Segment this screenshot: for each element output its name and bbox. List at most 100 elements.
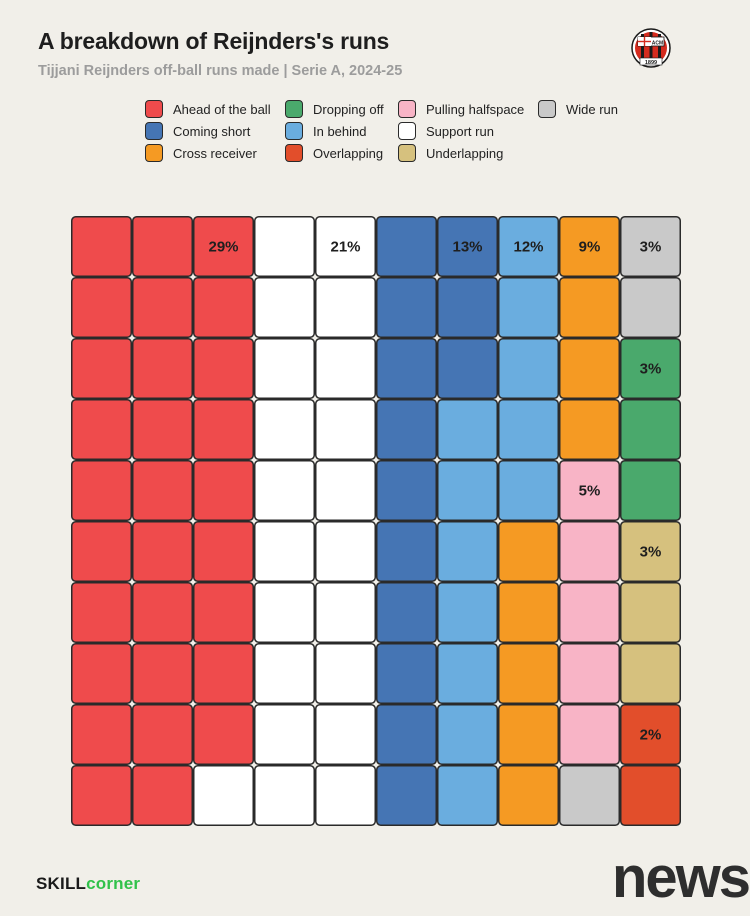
waffle-cell-ahead-of-the-ball bbox=[71, 338, 132, 399]
waffle-cell-coming-short bbox=[376, 216, 437, 277]
waffle-cell-coming-short bbox=[376, 521, 437, 582]
waffle-cell-support-run bbox=[254, 765, 315, 826]
waffle-cell-support-run bbox=[254, 399, 315, 460]
waffle-cell-wide-run bbox=[620, 216, 681, 277]
waffle-cell-cross-receiver bbox=[498, 521, 559, 582]
waffle-cell-support-run bbox=[254, 582, 315, 643]
waffle-cell-support-run bbox=[193, 765, 254, 826]
waffle-cell-underlapping bbox=[620, 521, 681, 582]
data-label-in-behind: 12% bbox=[513, 239, 543, 256]
waffle-cell-ahead-of-the-ball bbox=[193, 704, 254, 765]
waffle-cell-ahead-of-the-ball bbox=[132, 338, 193, 399]
waffle-cell-ahead-of-the-ball bbox=[71, 704, 132, 765]
crest-text-bottom: 1899 bbox=[645, 60, 657, 66]
data-label-coming-short: 13% bbox=[452, 239, 482, 256]
waffle-cell-pulling-halfspace bbox=[559, 704, 620, 765]
club-crest-icon: ACM 1899 bbox=[631, 28, 671, 68]
waffle-cell-ahead-of-the-ball bbox=[71, 399, 132, 460]
waffle-cell-cross-receiver bbox=[559, 216, 620, 277]
waffle-cell-in-behind bbox=[437, 765, 498, 826]
waffle-cell-ahead-of-the-ball bbox=[193, 582, 254, 643]
waffle-cell-ahead-of-the-ball bbox=[132, 582, 193, 643]
waffle-cell-coming-short bbox=[437, 338, 498, 399]
waffle-cell-ahead-of-the-ball bbox=[71, 521, 132, 582]
waffle-cell-in-behind bbox=[437, 582, 498, 643]
waffle-cell-coming-short bbox=[376, 765, 437, 826]
waffle-cell-coming-short bbox=[376, 582, 437, 643]
waffle-cell-underlapping bbox=[620, 643, 681, 704]
data-label-cross-receiver: 9% bbox=[579, 239, 601, 256]
waffle-cell-pulling-halfspace bbox=[559, 643, 620, 704]
waffle-cell-support-run bbox=[254, 338, 315, 399]
waffle-cell-overlapping bbox=[620, 704, 681, 765]
waffle-cell-underlapping bbox=[620, 582, 681, 643]
waffle-cell-in-behind bbox=[498, 216, 559, 277]
waffle-cell-support-run bbox=[254, 277, 315, 338]
waffle-cell-support-run bbox=[254, 521, 315, 582]
waffle-cell-cross-receiver bbox=[498, 582, 559, 643]
waffle-cell-pulling-halfspace bbox=[559, 460, 620, 521]
waffle-cell-in-behind bbox=[498, 460, 559, 521]
waffle-cell-support-run bbox=[315, 338, 376, 399]
waffle-cell-coming-short bbox=[376, 704, 437, 765]
waffle-cell-dropping-off bbox=[620, 399, 681, 460]
waffle-cell-coming-short bbox=[376, 399, 437, 460]
waffle-cell-support-run bbox=[254, 643, 315, 704]
waffle-cell-support-run bbox=[254, 460, 315, 521]
waffle-cell-ahead-of-the-ball bbox=[132, 765, 193, 826]
data-label-dropping-off: 3% bbox=[640, 361, 662, 378]
brand-part-corner: corner bbox=[86, 874, 141, 893]
waffle-cell-support-run bbox=[315, 521, 376, 582]
waffle-cell-support-run bbox=[315, 765, 376, 826]
waffle-cell-ahead-of-the-ball bbox=[193, 521, 254, 582]
waffle-cell-ahead-of-the-ball bbox=[193, 643, 254, 704]
waffle-cell-cross-receiver bbox=[498, 765, 559, 826]
waffle-cell-in-behind bbox=[437, 521, 498, 582]
waffle-cell-ahead-of-the-ball bbox=[193, 277, 254, 338]
waffle-cell-in-behind bbox=[437, 399, 498, 460]
data-label-wide-run: 3% bbox=[640, 239, 662, 256]
waffle-cell-coming-short bbox=[376, 643, 437, 704]
waffle-cell-coming-short bbox=[376, 338, 437, 399]
waffle-cell-ahead-of-the-ball bbox=[71, 277, 132, 338]
waffle-cell-support-run bbox=[254, 216, 315, 277]
waffle-cell-support-run bbox=[315, 582, 376, 643]
waffle-cell-ahead-of-the-ball bbox=[71, 460, 132, 521]
waffle-cell-ahead-of-the-ball bbox=[193, 399, 254, 460]
crest-text-top: ACM bbox=[652, 41, 663, 47]
waffle-cell-in-behind bbox=[498, 399, 559, 460]
waffle-cell-ahead-of-the-ball bbox=[132, 277, 193, 338]
data-label-overlapping: 2% bbox=[640, 727, 662, 744]
waffle-cell-support-run bbox=[315, 277, 376, 338]
waffle-cell-cross-receiver bbox=[559, 277, 620, 338]
waffle-cell-cross-receiver bbox=[559, 338, 620, 399]
waffle-cell-in-behind bbox=[437, 460, 498, 521]
waffle-cell-ahead-of-the-ball bbox=[132, 399, 193, 460]
waffle-cell-ahead-of-the-ball bbox=[132, 460, 193, 521]
waffle-cell-cross-receiver bbox=[559, 399, 620, 460]
news-watermark: news bbox=[612, 845, 750, 910]
waffle-cell-in-behind bbox=[498, 338, 559, 399]
waffle-cell-ahead-of-the-ball bbox=[193, 460, 254, 521]
waffle-cell-ahead-of-the-ball bbox=[132, 643, 193, 704]
chart-title: A breakdown of Reijnders's runs bbox=[38, 28, 390, 54]
skillcorner-logo: SKILLcorner bbox=[36, 874, 140, 894]
waffle-cell-dropping-off bbox=[620, 338, 681, 399]
waffle-cell-ahead-of-the-ball bbox=[193, 338, 254, 399]
waffle-cell-support-run bbox=[315, 216, 376, 277]
waffle-cell-support-run bbox=[315, 460, 376, 521]
waffle-cell-in-behind bbox=[437, 643, 498, 704]
waffle-cell-support-run bbox=[315, 399, 376, 460]
waffle-cell-coming-short bbox=[376, 277, 437, 338]
waffle-cell-overlapping bbox=[620, 765, 681, 826]
data-label-support-run: 21% bbox=[330, 239, 360, 256]
waffle-cell-support-run bbox=[315, 643, 376, 704]
waffle-cell-in-behind bbox=[437, 704, 498, 765]
waffle-cell-coming-short bbox=[437, 216, 498, 277]
waffle-cell-wide-run bbox=[620, 277, 681, 338]
data-label-pulling-halfspace: 5% bbox=[579, 483, 601, 500]
waffle-cell-ahead-of-the-ball bbox=[132, 521, 193, 582]
waffle-cell-coming-short bbox=[437, 277, 498, 338]
waffle-cell-pulling-halfspace bbox=[559, 521, 620, 582]
